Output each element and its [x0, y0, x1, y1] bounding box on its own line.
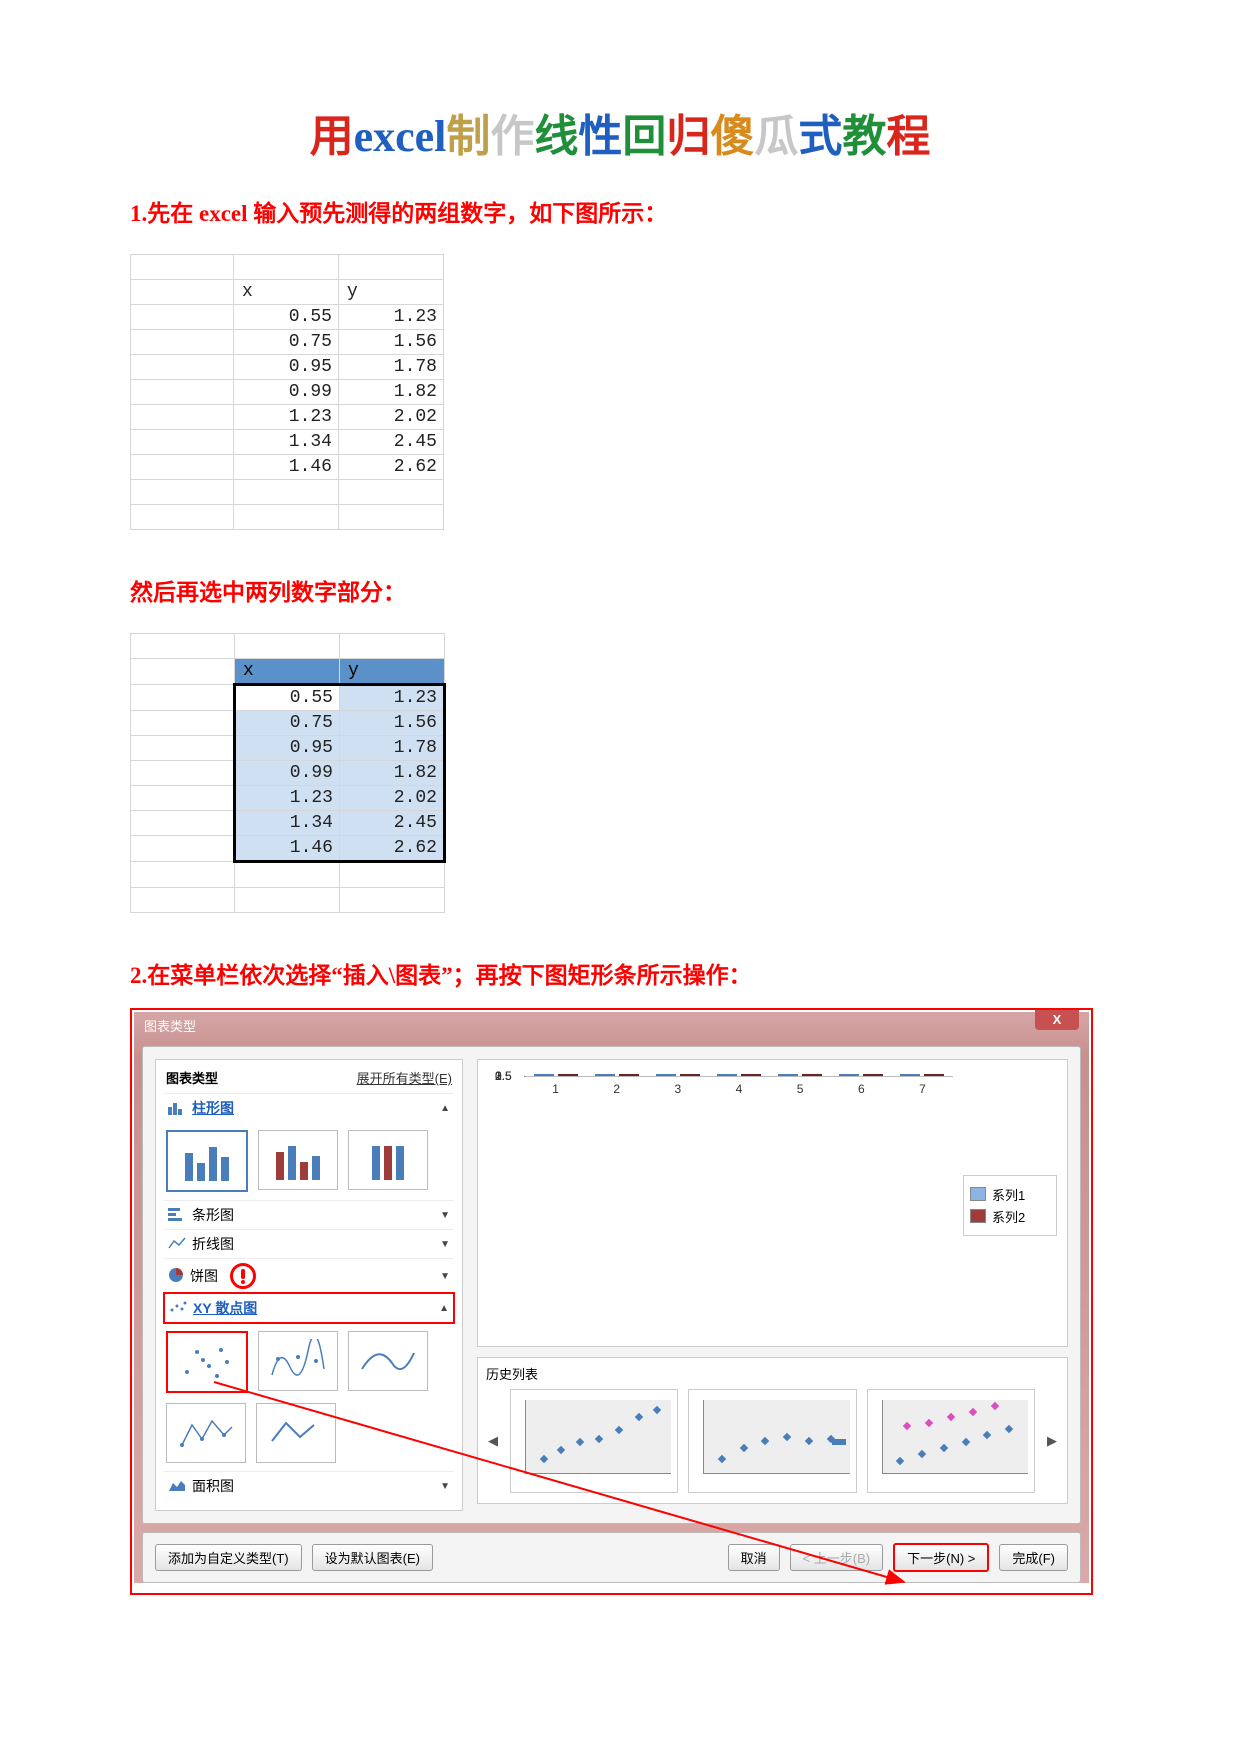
add-custom-type-button[interactable]: 添加为自定义类型(T): [155, 1544, 302, 1571]
finish-button[interactable]: 完成(F): [999, 1544, 1068, 1571]
document-page: 用 excel 制作线性回归傻瓜式教程 1.先在 excel 输入预先测得的两组…: [0, 0, 1240, 1655]
scatter-subtype-1[interactable]: [166, 1331, 248, 1393]
excel-table-2-selected: xy0.551.230.751.560.951.780.991.821.232.…: [130, 633, 446, 913]
chart-type-dialog-frame: 图表类型 X 图表类型 展开所有类型(E) 柱形图: [130, 1008, 1093, 1595]
collapse-arrow-icon: ▲: [440, 1103, 450, 1114]
history-prev-button[interactable]: ◀: [486, 1433, 500, 1449]
category-pie-chart[interactable]: 饼图 ▼: [164, 1258, 454, 1293]
history-thumb-2[interactable]: [688, 1389, 856, 1493]
chart-legend: 系列1 系列2: [963, 1175, 1057, 1236]
history-label: 历史列表: [486, 1364, 1059, 1383]
column-subtype-1[interactable]: [166, 1130, 248, 1192]
expand-arrow-icon: ▼: [440, 1239, 450, 1250]
legend-label-1: 系列1: [992, 1185, 1025, 1204]
category-scatter-chart[interactable]: XY 散点图 ▲: [163, 1292, 455, 1324]
category-area-chart[interactable]: 面积图 ▼: [164, 1471, 454, 1500]
bar-chart-icon: [168, 1208, 186, 1222]
history-next-button[interactable]: ▶: [1045, 1433, 1059, 1449]
legend-label-2: 系列2: [992, 1207, 1025, 1226]
category-label: XY 散点图: [193, 1298, 257, 1318]
chart-preview-pane: 00.511.522.531234567 系列1 系列2 历史列表 ◀: [477, 1059, 1068, 1511]
legend-swatch-1: [970, 1187, 986, 1201]
scatter-subtype-2[interactable]: [258, 1331, 338, 1391]
dialog-body: 图表类型 展开所有类型(E) 柱形图 ▲: [142, 1046, 1081, 1524]
cancel-button[interactable]: 取消: [728, 1544, 780, 1571]
history-panel: 历史列表 ◀: [477, 1357, 1068, 1504]
dialog-footer: 添加为自定义类型(T) 设为默认图表(E) 取消 < 上一步(B) 下一步(N)…: [142, 1532, 1081, 1583]
scatter-chart-thumbs: [164, 1323, 454, 1471]
annotation-circle-1-icon: [230, 1263, 256, 1289]
next-step-button[interactable]: 下一步(N) >: [893, 1543, 989, 1572]
category-column-chart[interactable]: 柱形图 ▲: [164, 1093, 454, 1122]
excel-table-1: xy0.551.230.751.560.951.780.991.821.232.…: [130, 254, 444, 530]
column-subtype-2[interactable]: [258, 1130, 338, 1190]
category-bar-chart[interactable]: 条形图 ▼: [164, 1200, 454, 1229]
chart-type-left-pane: 图表类型 展开所有类型(E) 柱形图 ▲: [155, 1059, 463, 1511]
column-subtype-3[interactable]: [348, 1130, 428, 1190]
history-thumb-3[interactable]: [867, 1389, 1035, 1493]
section-heading-2: 2.在菜单栏依次选择“插入\图表”；再按下图矩形条所示操作：: [130, 956, 1110, 990]
section-heading-1b: 然后再选中两列数字部分：: [130, 573, 1110, 607]
line-chart-icon: [168, 1236, 186, 1253]
history-thumb-1[interactable]: [510, 1389, 678, 1493]
expand-arrow-icon: ▼: [440, 1271, 450, 1282]
legend-swatch-2: [970, 1209, 986, 1223]
category-label: 条形图: [192, 1205, 234, 1225]
scatter-subtype-4[interactable]: [166, 1403, 246, 1463]
category-line-chart[interactable]: 折线图 ▼: [164, 1229, 454, 1258]
scatter-subtype-5[interactable]: [256, 1403, 336, 1463]
column-chart-thumbs: [164, 1122, 454, 1200]
collapse-arrow-icon: ▲: [439, 1303, 449, 1314]
expand-arrow-icon: ▼: [440, 1210, 450, 1221]
pie-chart-icon: [168, 1267, 184, 1286]
category-label: 面积图: [192, 1476, 234, 1496]
page-title: 用 excel 制作线性回归傻瓜式教程: [130, 100, 1110, 164]
dialog-title: 图表类型: [144, 1019, 196, 1034]
expand-all-link[interactable]: 展开所有类型(E): [357, 1068, 452, 1087]
category-label: 饼图: [190, 1266, 218, 1286]
prev-step-button[interactable]: < 上一步(B): [790, 1544, 884, 1571]
dialog-titlebar: 图表类型 X: [134, 1012, 1089, 1046]
expand-arrow-icon: ▼: [440, 1481, 450, 1492]
scatter-chart-icon: [169, 1300, 187, 1317]
section-heading-1: 1.先在 excel 输入预先测得的两组数字，如下图所示：: [130, 194, 1110, 228]
set-default-chart-button[interactable]: 设为默认图表(E): [312, 1544, 433, 1571]
left-pane-header: 图表类型: [166, 1068, 218, 1087]
chart-plot-area: 00.511.522.531234567: [524, 1076, 953, 1077]
category-label: 折线图: [192, 1234, 234, 1254]
scatter-subtype-3[interactable]: [348, 1331, 428, 1391]
close-button[interactable]: X: [1035, 1010, 1079, 1030]
category-label: 柱形图: [192, 1098, 234, 1118]
chart-type-dialog: 图表类型 X 图表类型 展开所有类型(E) 柱形图: [134, 1012, 1089, 1583]
area-chart-icon: [168, 1478, 186, 1495]
column-chart-icon: [168, 1101, 186, 1115]
preview-chart: 00.511.522.531234567 系列1 系列2: [477, 1059, 1068, 1347]
